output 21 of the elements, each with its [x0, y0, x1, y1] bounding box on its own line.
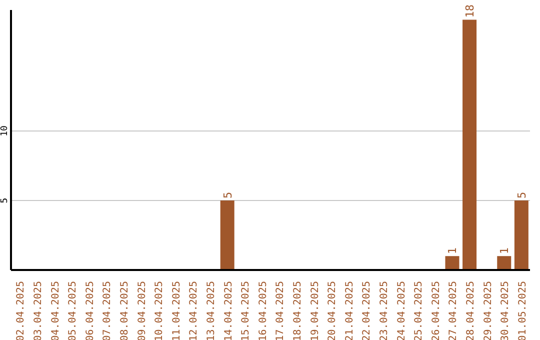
data-label: 5 [221, 192, 234, 198]
x-tick-label: 14.04.2025 [223, 281, 234, 340]
x-tick-label: 10.04.2025 [154, 281, 166, 340]
x-tick-label: 19.04.2025 [310, 281, 321, 340]
x-tick-label: 15.04.2025 [240, 281, 252, 340]
bar [462, 20, 477, 270]
x-tick-label: 18.04.2025 [292, 281, 304, 340]
data-label: 1 [446, 247, 460, 254]
bar [514, 200, 528, 270]
bar [497, 256, 512, 270]
data-label: 1 [498, 247, 512, 254]
data-label: 18 [464, 4, 477, 18]
y-tick-label: 10 [0, 126, 10, 136]
x-tick-label: 16.04.2025 [258, 281, 269, 340]
x-tick-label: 12.04.2025 [188, 281, 200, 340]
x-tick-label: 17.04.2025 [275, 281, 286, 340]
data-label: 5 [515, 192, 528, 198]
x-tick-label: 13.04.2025 [206, 281, 217, 340]
bar [445, 256, 460, 270]
x-tick-label: 11.04.2025 [171, 281, 182, 340]
bar [220, 200, 234, 270]
